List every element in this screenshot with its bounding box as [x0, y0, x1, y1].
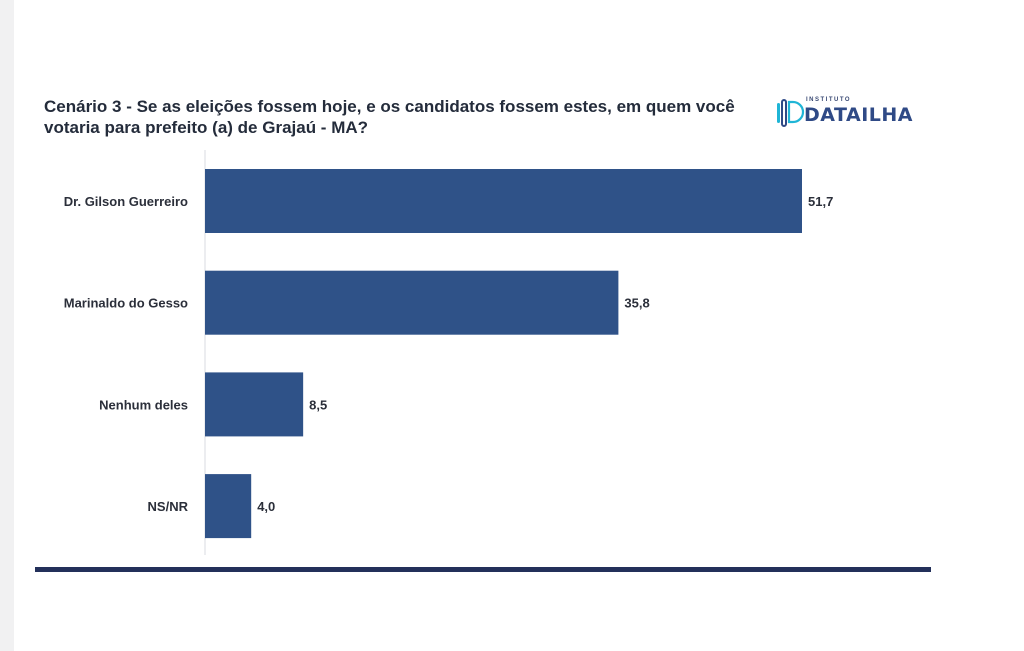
- value-label: 51,7: [808, 194, 833, 209]
- logo-name: DATAILHA: [804, 104, 913, 126]
- bar: [205, 474, 252, 539]
- bar: [205, 372, 304, 437]
- category-label: Nenhum deles: [99, 397, 188, 412]
- value-label: 4,0: [257, 499, 275, 514]
- bar: [205, 270, 619, 335]
- category-label: NS/NR: [148, 499, 189, 514]
- logo-subtitle: INSTITUTO: [806, 97, 852, 103]
- value-label: 8,5: [309, 397, 327, 412]
- logo-mark-icon: [777, 99, 805, 127]
- chart-title: Cenário 3 - Se as eleições fossem hoje, …: [44, 97, 735, 137]
- category-label: Dr. Gilson Guerreiro: [64, 194, 188, 209]
- value-label: 35,8: [624, 296, 649, 311]
- bottom-rule: [35, 567, 931, 572]
- category-label: Marinaldo do Gesso: [64, 296, 188, 311]
- bar: [205, 169, 802, 233]
- datailha-logo: INSTITUTO DATAILHA: [776, 96, 916, 130]
